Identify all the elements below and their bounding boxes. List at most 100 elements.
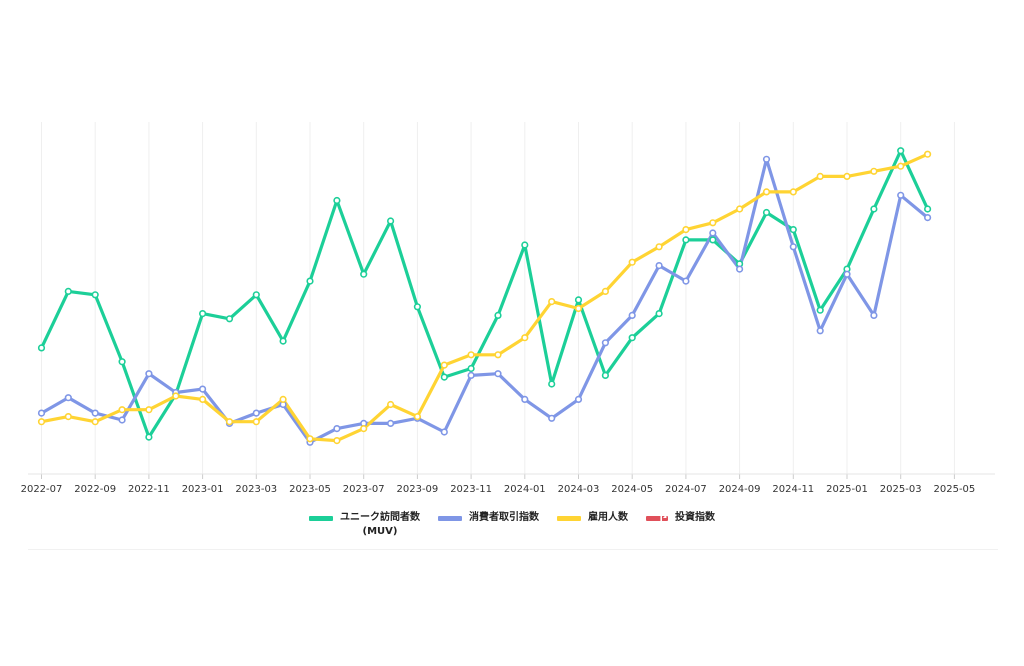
series-1-point-2025-03[interactable] [897,191,905,199]
series-2-point-2023-09[interactable] [413,413,422,421]
series-0-point-2022-10[interactable] [118,358,126,366]
series-2-point-2023-03[interactable] [252,418,260,426]
series-0-point-2023-09[interactable] [413,303,422,311]
series-2-point-2023-11[interactable] [467,351,475,359]
series-1-point-2022-07[interactable] [37,409,46,417]
series-1-point-2024-10[interactable] [762,155,771,163]
series-2-point-2022-10[interactable] [118,406,126,414]
series-2-point-2023-01[interactable] [199,395,207,404]
series-0-point-2024-07[interactable] [682,236,690,244]
series-0-point-2022-08[interactable] [64,287,72,296]
series-0-point-2023-02[interactable] [225,315,234,323]
series-1-point-2024-07[interactable] [682,277,690,285]
series-2-point-2024-02[interactable] [548,298,556,306]
series-1-point-2024-02[interactable] [548,414,556,422]
series-0-point-2024-06[interactable] [655,310,663,318]
series-0-point-2024-12[interactable] [816,306,824,314]
series-0-point-2024-02[interactable] [548,380,556,388]
series-1-point-2024-12[interactable] [816,327,824,335]
series-1-point-2024-05[interactable] [628,311,636,320]
series-0-point-2022-09[interactable] [91,291,99,299]
series-0-point-2025-02[interactable] [870,205,878,213]
series-0-point-2023-06[interactable] [333,196,341,205]
series-2-point-2023-07[interactable] [360,425,368,433]
legend-item-employees[interactable]: 雇用人数 [557,511,628,525]
series-1-point-2022-10[interactable] [118,416,126,424]
series-2-point-2024-04[interactable] [601,287,610,296]
series-0-point-2024-08[interactable] [709,236,717,244]
series-1-point-2024-09[interactable] [735,265,744,273]
series-0-point-2023-10[interactable] [440,373,448,381]
series-0-point-2024-10[interactable] [762,208,771,217]
series-1-point-2023-10[interactable] [440,428,448,436]
series-1-point-2024-04[interactable] [601,339,610,347]
series-0-point-2024-11[interactable] [789,226,797,234]
series-2-point-2025-02[interactable] [870,167,878,175]
series-2-point-2024-09[interactable] [735,205,744,213]
series-2-point-2023-08[interactable] [387,400,395,409]
legend-item-muv[interactable]: ユニーク訪問者数 (MUV) [309,511,420,539]
series-2-point-2024-03[interactable] [574,304,583,313]
series-1-point-2023-12[interactable] [494,370,502,378]
series-1-point-2023-03[interactable] [252,409,260,417]
x-tick-label: 2022-09 [74,484,116,495]
series-2-point-2023-10[interactable] [440,361,448,369]
series-0-point-2024-01[interactable] [521,241,529,249]
series-2-point-2025-03[interactable] [897,162,905,170]
series-2-point-2022-09[interactable] [91,418,99,426]
legend-item-consumer-index[interactable]: 消費者取引指数 [438,511,539,525]
series-2-point-2023-02[interactable] [225,418,234,426]
series-1-point-2022-08[interactable] [64,394,72,402]
series-2-point-2024-08[interactable] [709,219,717,227]
series-0-point-2023-04[interactable] [279,337,287,345]
series-0-point-2024-05[interactable] [628,334,636,342]
series-0-point-2023-12[interactable] [494,311,502,320]
series-2-point-2024-12[interactable] [816,172,824,180]
series-1-point-2024-06[interactable] [655,262,663,270]
series-2-point-2022-08[interactable] [64,413,72,421]
series-1-point-2025-01[interactable] [843,270,851,278]
series-2-point-2023-12[interactable] [494,351,502,359]
series-0-point-2023-01[interactable] [199,310,207,318]
series-1-point-2025-04[interactable] [923,214,932,222]
series-2-point-2024-06[interactable] [655,243,663,251]
series-2-point-2022-11[interactable] [145,406,153,414]
series-2-point-2024-10[interactable] [762,188,771,196]
series-1-point-2022-09[interactable] [91,409,99,417]
series-2-point-2023-04[interactable] [279,395,287,404]
series-1-point-2023-08[interactable] [387,419,395,428]
series-0-point-2023-08[interactable] [387,217,395,225]
series-2-point-2023-05[interactable] [306,435,314,443]
chart-bottom-divider [28,549,998,550]
series-2-point-2023-06[interactable] [333,437,341,445]
series-1-point-2024-01[interactable] [521,395,529,404]
series-0-point-2024-03[interactable] [574,296,583,304]
series-0-point-2025-03[interactable] [897,147,905,155]
series-1-point-2023-01[interactable] [199,385,207,393]
series-0-point-2023-05[interactable] [306,277,314,285]
series-1-point-2024-11[interactable] [789,243,797,251]
series-0-point-2023-07[interactable] [360,270,368,278]
series-0-point-2025-04[interactable] [923,205,932,213]
series-0-point-2023-03[interactable] [252,291,260,299]
series-1-point-2025-02[interactable] [870,311,878,320]
series-2-point-2024-05[interactable] [628,258,636,266]
series-2-point-2025-04[interactable] [923,150,932,158]
series-0-point-2022-11[interactable] [145,433,153,441]
series-1-point-2022-11[interactable] [145,370,153,378]
series-2-point-2024-01[interactable] [521,334,529,342]
series-1-point-2024-08[interactable] [709,229,717,237]
legend-label-investment-index: 投資指数 [675,512,715,523]
series-0-point-2023-11[interactable] [467,364,475,373]
series-0-point-2022-07[interactable] [37,344,46,352]
series-2-point-2025-01[interactable] [843,172,851,180]
legend-item-investment-index[interactable]: 投資指数 [646,511,715,525]
series-2-point-2024-07[interactable] [682,226,690,234]
series-1-point-2023-06[interactable] [333,425,341,433]
series-0-point-2024-04[interactable] [601,371,610,380]
series-2-point-2024-11[interactable] [789,188,797,196]
series-2-point-2022-07[interactable] [37,418,46,426]
series-2-point-2022-12[interactable] [172,392,180,400]
series-1-point-2024-03[interactable] [574,395,583,404]
series-1-point-2023-11[interactable] [467,371,475,380]
